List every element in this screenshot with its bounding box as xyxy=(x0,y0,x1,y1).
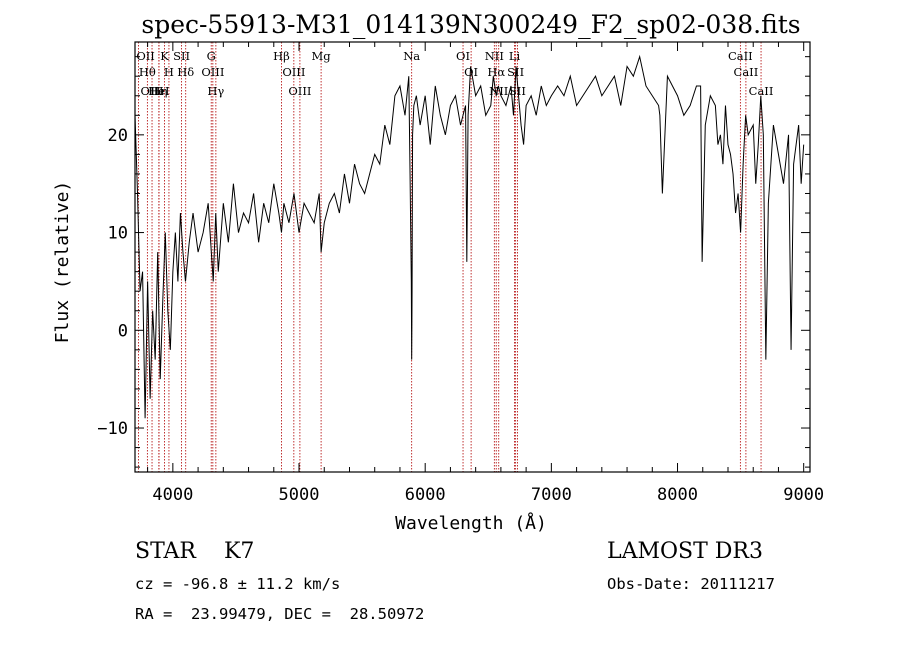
x-tick-label: 9000 xyxy=(783,485,824,505)
y-tick-label: −10 xyxy=(97,419,128,439)
line-label-27: CaII xyxy=(749,84,774,98)
line-label-11: Hγ xyxy=(207,84,224,98)
line-label-20: Hα xyxy=(487,65,505,79)
x-tick-label: 6000 xyxy=(405,485,446,505)
x-axis-label: Wavelength (Å) xyxy=(395,512,547,534)
survey-label: LAMOST DR3 xyxy=(607,539,763,564)
x-tick-labels: 4000 5000 6000 7000 8000 9000 xyxy=(152,485,824,505)
star-classification: STAR K7 xyxy=(135,539,255,564)
spectral-line-labels: OIIHθOIIIHeIHηKHSIIHδGOIIIHγHβOIIIOIIIMg… xyxy=(136,49,773,98)
line-label-10: OIII xyxy=(201,65,224,79)
line-label-13: OIII xyxy=(282,65,305,79)
line-label-9: G xyxy=(207,49,216,63)
spectrum-line xyxy=(134,54,805,419)
obs-date-text: Obs-Date: 20111217 xyxy=(607,575,775,593)
line-label-1: Hθ xyxy=(139,65,156,79)
redshift-text: cz = -96.8 ± 11.2 km/s xyxy=(135,575,341,593)
y-tick-label: 10 xyxy=(108,224,128,244)
line-label-19: NII xyxy=(485,49,504,63)
line-label-16: Na xyxy=(403,49,420,63)
y-tick-labels: −10 0 10 20 xyxy=(97,126,128,439)
y-axis-label: Flux (relative) xyxy=(52,181,73,344)
line-label-0: OII xyxy=(136,49,155,63)
chart-title: spec-55913-M31_014139N300249_F2_sp02-038… xyxy=(141,10,800,39)
line-label-8: Hδ xyxy=(177,65,194,79)
line-label-6: H xyxy=(164,65,174,79)
y-tick-label: 0 xyxy=(118,321,128,341)
coordinates-text: RA = 23.99479, DEC = 28.50972 xyxy=(135,605,425,623)
line-label-24: SII xyxy=(509,84,526,98)
line-label-22: Li xyxy=(509,49,521,63)
y-tick-label: 20 xyxy=(108,126,128,146)
line-label-4: Hη xyxy=(151,84,168,98)
axis-ticks xyxy=(135,42,810,472)
line-label-17: OI xyxy=(456,49,470,63)
line-label-3: HeI xyxy=(148,84,169,98)
line-label-7: SII xyxy=(173,49,190,63)
x-tick-label: 7000 xyxy=(531,485,572,505)
line-label-2: OIII xyxy=(141,84,164,98)
line-label-26: CaII xyxy=(734,65,759,79)
spectral-line-markers xyxy=(138,42,762,472)
x-tick-label: 5000 xyxy=(279,485,320,505)
x-tick-label: 8000 xyxy=(657,485,698,505)
line-label-5: K xyxy=(160,49,169,63)
line-label-21: NII xyxy=(489,84,508,98)
line-label-15: Mg xyxy=(312,49,332,63)
plot-frame xyxy=(134,41,811,473)
line-label-25: CaII xyxy=(728,49,753,63)
line-label-12: Hβ xyxy=(273,49,290,63)
x-tick-label: 4000 xyxy=(152,485,193,505)
line-label-14: OIII xyxy=(288,84,311,98)
